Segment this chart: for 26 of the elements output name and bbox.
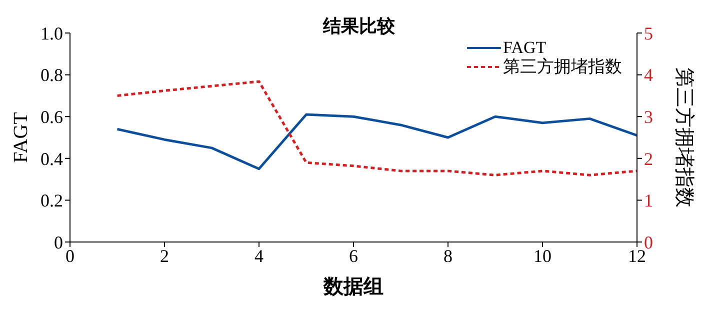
- y2-tick-label: 0: [644, 232, 653, 252]
- y-tick-label: 0.8: [40, 65, 63, 86]
- y-tick-label: 0.6: [40, 106, 63, 127]
- y-tick-label: 0.2: [40, 190, 63, 211]
- x-tick-label: 10: [534, 246, 552, 266]
- x-tick-label: 8: [444, 246, 452, 266]
- x-tick-label: 12: [628, 246, 646, 266]
- y-tick-label: 0: [54, 232, 63, 252]
- y-tick-label: 1.0: [40, 23, 63, 44]
- line-series: [116, 113, 637, 170]
- y2-axis-title: 第三方拥堵指数: [672, 68, 696, 208]
- x-tick-label: 6: [349, 246, 358, 266]
- y2-tick-label: 3: [644, 106, 653, 127]
- chart-title: 结果比较: [323, 16, 395, 36]
- y2-tick-label: 2: [644, 148, 653, 169]
- x-tick-label: 2: [160, 246, 169, 266]
- line-series: [116, 80, 637, 176]
- x-axis-title: 数据组: [322, 276, 384, 298]
- x-tick-label: 4: [254, 246, 264, 266]
- legend-label: FAGT: [503, 38, 546, 57]
- y2-tick-label: 4: [644, 65, 653, 86]
- y2-tick-label: 5: [644, 23, 653, 44]
- y-tick-label: 0.4: [40, 148, 63, 169]
- legend-label: 第三方拥堵指数: [503, 57, 622, 76]
- y-axis-title: FAGT: [10, 112, 32, 163]
- y2-tick-label: 1: [644, 190, 653, 211]
